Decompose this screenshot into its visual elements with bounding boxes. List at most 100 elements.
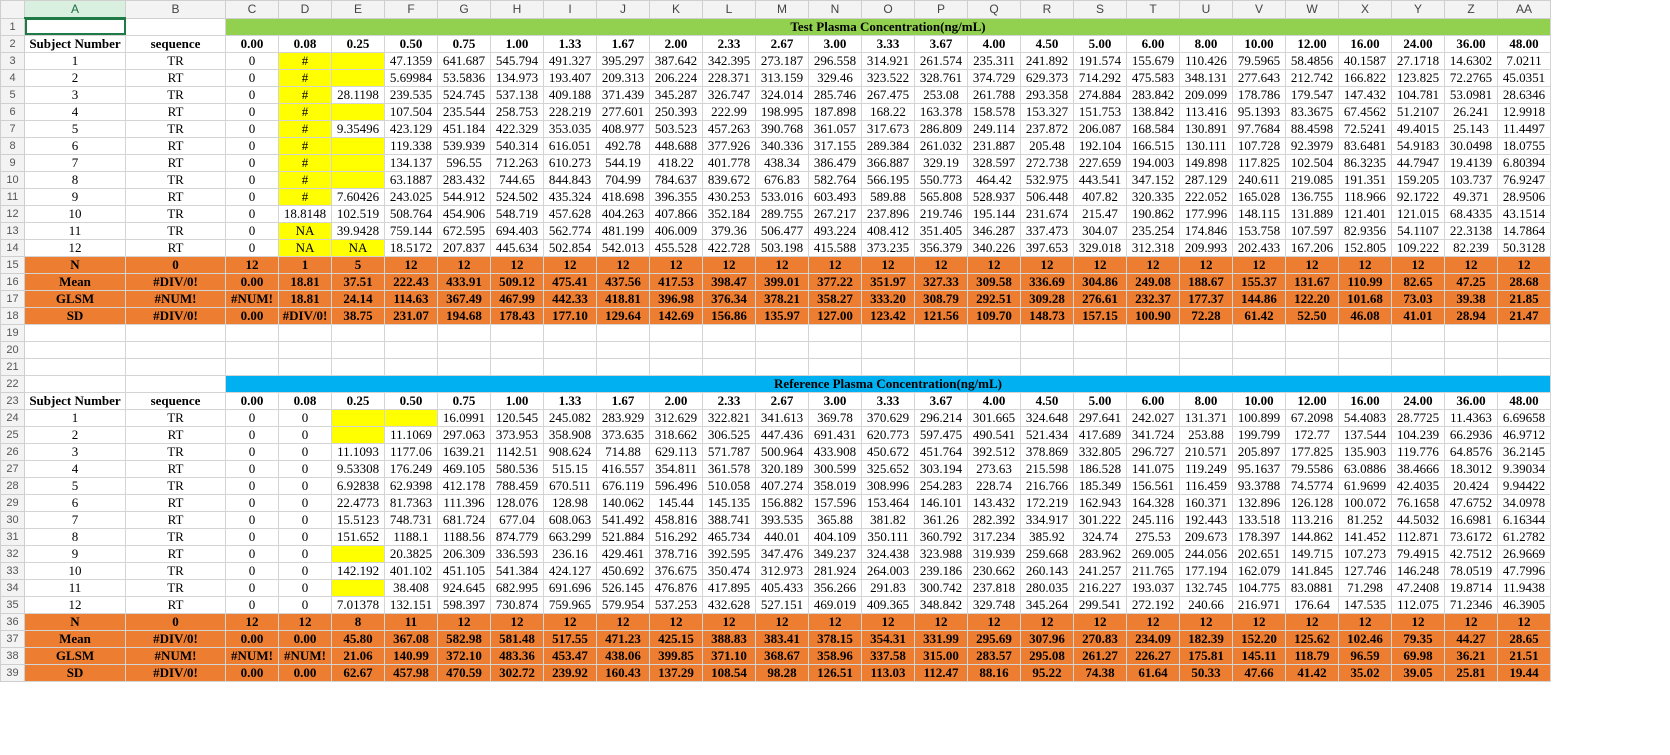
reference-data-cell[interactable]: 541.384 xyxy=(490,561,544,580)
reference-data-cell[interactable]: 9.94422 xyxy=(1497,476,1551,495)
test-stats-cell[interactable]: 327.33 xyxy=(914,272,968,291)
reference-header-cell[interactable]: 1.00 xyxy=(490,391,544,410)
test-data-cell[interactable]: 345.287 xyxy=(649,85,703,104)
reference-data-cell[interactable]: 83.0881 xyxy=(1285,578,1339,597)
reference-data-cell[interactable]: 450.692 xyxy=(596,561,650,580)
select-all-corner[interactable] xyxy=(0,0,25,19)
empty-cell[interactable] xyxy=(702,357,756,376)
test-data-cell[interactable]: 191.351 xyxy=(1338,170,1392,189)
reference-header-cell[interactable]: 0.08 xyxy=(278,391,332,410)
reference-data-cell[interactable]: 206.309 xyxy=(437,544,491,563)
reference-data-cell[interactable]: 329.748 xyxy=(967,595,1021,614)
reference-data-cell[interactable]: 143.432 xyxy=(967,493,1021,512)
reference-stats-cell[interactable]: 12 xyxy=(914,612,968,631)
empty-cell[interactable] xyxy=(225,340,279,359)
reference-stats-cell[interactable]: 8 xyxy=(331,612,385,631)
test-stats-cell[interactable]: 177.10 xyxy=(543,306,597,325)
reference-data-cell[interactable]: 237.818 xyxy=(967,578,1021,597)
test-stats-cell[interactable]: 12 xyxy=(1497,255,1551,274)
test-stats-cell[interactable]: 0.00 xyxy=(225,272,279,291)
reference-data-cell[interactable]: 205.897 xyxy=(1232,442,1286,461)
column-header-Q[interactable]: Q xyxy=(967,0,1021,19)
test-data-cell[interactable]: 285.746 xyxy=(808,85,862,104)
reference-stats-cell[interactable]: 582.98 xyxy=(437,629,491,648)
reference-stats-cell[interactable]: 12 xyxy=(1232,612,1286,631)
reference-data-cell[interactable]: 748.731 xyxy=(384,510,438,529)
reference-header-cell[interactable]: 2.33 xyxy=(702,391,756,410)
reference-data-cell[interactable]: RT xyxy=(125,425,226,444)
test-data-cell[interactable]: 348.131 xyxy=(1179,68,1233,87)
test-data-cell[interactable]: 347.152 xyxy=(1126,170,1180,189)
test-data-cell[interactable]: 448.688 xyxy=(649,136,703,155)
reference-data-cell[interactable]: 172.219 xyxy=(1020,493,1074,512)
test-data-cell[interactable]: 566.195 xyxy=(861,170,915,189)
test-data-cell[interactable]: 202.433 xyxy=(1232,238,1286,257)
empty-cell[interactable] xyxy=(490,340,544,359)
test-data-cell[interactable]: 408.412 xyxy=(861,221,915,240)
reference-stats-cell[interactable]: 12 xyxy=(861,612,915,631)
test-stats-cell[interactable]: 12 xyxy=(1444,255,1498,274)
test-data-cell[interactable]: 409.188 xyxy=(543,85,597,104)
test-stats-cell[interactable]: 467.99 xyxy=(490,289,544,308)
column-header-H[interactable]: H xyxy=(490,0,544,19)
test-stats-cell[interactable]: 21.85 xyxy=(1497,289,1551,308)
test-data-cell[interactable]: 92.1722 xyxy=(1391,187,1445,206)
reference-data-cell[interactable]: 264.003 xyxy=(861,561,915,580)
reference-data-cell[interactable]: 320.189 xyxy=(755,459,809,478)
empty-cell[interactable] xyxy=(914,357,968,376)
test-data-cell[interactable]: 759.144 xyxy=(384,221,438,240)
test-data-cell[interactable]: 5.69984 xyxy=(384,68,438,87)
column-header-U[interactable]: U xyxy=(1179,0,1233,19)
test-stats-cell[interactable]: 188.67 xyxy=(1179,272,1233,291)
reference-stats-cell[interactable]: #NUM! xyxy=(125,646,226,665)
empty-cell[interactable] xyxy=(331,357,385,376)
empty-cell[interactable] xyxy=(24,357,126,376)
test-data-cell[interactable]: 544.19 xyxy=(596,153,650,172)
test-stats-cell[interactable]: 18.81 xyxy=(278,272,332,291)
reference-data-cell[interactable]: 16.6981 xyxy=(1444,510,1498,529)
empty-cell[interactable] xyxy=(225,357,279,376)
test-data-cell[interactable]: 352.184 xyxy=(702,204,756,223)
reference-data-cell[interactable]: 172.77 xyxy=(1285,425,1339,444)
test-data-cell[interactable]: 328.597 xyxy=(967,153,1021,172)
test-data-cell[interactable]: 328.761 xyxy=(914,68,968,87)
test-data-cell[interactable]: 377.926 xyxy=(702,136,756,155)
reference-data-cell[interactable]: 153.464 xyxy=(861,493,915,512)
reference-stats-cell[interactable]: 12 xyxy=(1073,612,1127,631)
test-stats-cell[interactable]: 28.94 xyxy=(1444,306,1498,325)
row-header[interactable]: 28 xyxy=(0,476,25,495)
reference-data-cell[interactable]: 141.075 xyxy=(1126,459,1180,478)
reference-data-cell[interactable]: 0 xyxy=(278,493,332,512)
reference-data-cell[interactable]: 874.779 xyxy=(490,527,544,546)
reference-data-cell[interactable]: 111.396 xyxy=(437,493,491,512)
test-data-cell[interactable]: RT xyxy=(125,187,226,206)
test-data-cell[interactable]: 481.199 xyxy=(596,221,650,240)
test-data-cell[interactable]: 153.327 xyxy=(1020,102,1074,121)
test-data-cell[interactable]: 215.47 xyxy=(1073,204,1127,223)
test-data-cell[interactable]: 239.535 xyxy=(384,85,438,104)
reference-data-cell[interactable] xyxy=(384,408,438,427)
test-data-cell[interactable]: 418.698 xyxy=(596,187,650,206)
reference-data-cell[interactable]: 126.128 xyxy=(1285,493,1339,512)
empty-cell[interactable] xyxy=(1179,357,1233,376)
column-header-E[interactable]: E xyxy=(331,0,385,19)
reference-data-cell[interactable]: 317.234 xyxy=(967,527,1021,546)
cell[interactable] xyxy=(125,374,226,393)
test-data-cell[interactable]: 346.287 xyxy=(967,221,1021,240)
test-data-cell[interactable]: 152.805 xyxy=(1338,238,1392,257)
test-stats-cell[interactable]: 109.70 xyxy=(967,306,1021,325)
reference-data-cell[interactable]: 18.3012 xyxy=(1444,459,1498,478)
column-header-K[interactable]: K xyxy=(649,0,703,19)
reference-stats-cell[interactable]: 62.67 xyxy=(331,663,385,682)
test-data-cell[interactable]: 131.889 xyxy=(1285,204,1339,223)
reference-data-cell[interactable]: 177.194 xyxy=(1179,561,1233,580)
reference-data-cell[interactable]: 245.082 xyxy=(543,408,597,427)
test-data-cell[interactable]: 121.015 xyxy=(1391,204,1445,223)
reference-data-cell[interactable] xyxy=(331,425,385,444)
test-data-cell[interactable]: 237.872 xyxy=(1020,119,1074,138)
test-data-cell[interactable]: 542.013 xyxy=(596,238,650,257)
reference-data-cell[interactable]: 146.101 xyxy=(914,493,968,512)
reference-stats-cell[interactable]: 12 xyxy=(808,612,862,631)
reference-data-cell[interactable]: 324.438 xyxy=(861,544,915,563)
test-stats-cell[interactable]: 37.51 xyxy=(331,272,385,291)
